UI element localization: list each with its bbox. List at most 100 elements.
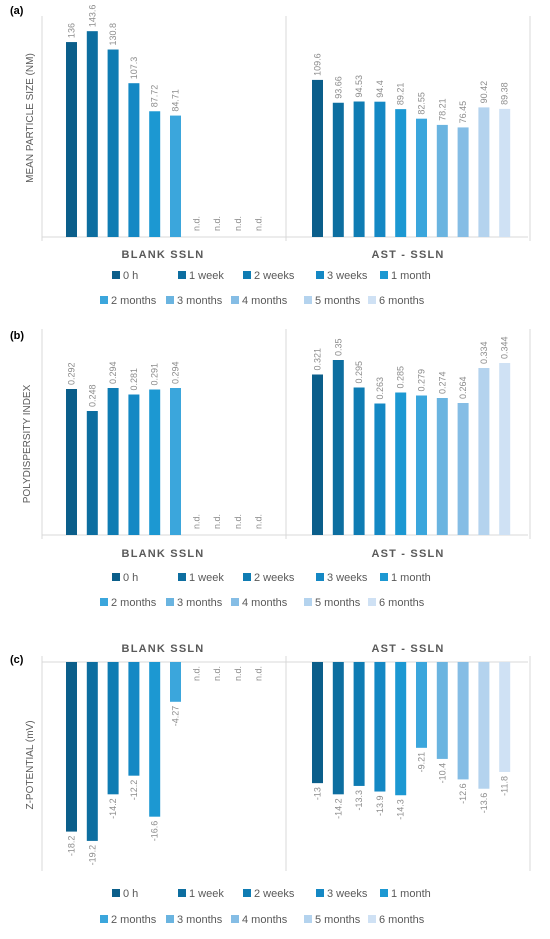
legend-swatch [100,598,108,606]
legend-label: 2 weeks [254,888,295,900]
legend-label: 0 h [123,888,138,900]
bar [353,387,365,535]
legend-label: 4 months [242,295,288,307]
data-label: -11.8 [500,776,510,796]
bar [312,662,323,784]
legend-swatch [316,271,324,279]
data-label: 0.279 [417,369,427,392]
data-label-nd: n.d. [233,216,243,231]
legend-swatch [231,598,239,606]
data-label: 87.72 [150,85,160,108]
bar [66,389,77,535]
y-axis-label: Z-POTENTIAL (mV) [25,720,36,809]
category-label: AST - SSLN [371,643,444,655]
bar [332,102,344,237]
data-label: 93.66 [333,76,343,99]
legend-swatch [243,889,251,897]
bar [332,662,344,795]
bar [478,662,490,789]
bar [332,360,344,535]
bar [66,42,77,237]
bar [170,115,181,237]
bar [374,403,386,535]
bar [312,374,323,535]
data-label: 84.71 [171,89,181,112]
data-label: 0.295 [354,361,364,384]
bar [416,118,427,237]
legend-label: 5 months [315,914,361,926]
category-label: BLANK SSLN [122,548,205,560]
data-label: -12.2 [129,780,139,801]
data-label: 0.248 [87,384,97,407]
data-label: -14.2 [333,798,343,819]
data-label: 130.8 [108,23,118,46]
category-label: BLANK SSLN [122,249,205,261]
data-label: 0.285 [396,366,406,389]
bar [107,388,119,535]
legend-label: 6 months [379,295,425,307]
data-label: 0.274 [437,371,447,394]
data-label-nd: n.d. [212,666,222,681]
data-label: -13.3 [354,790,364,811]
bar [374,101,386,238]
data-label: -18.2 [67,836,77,857]
data-label: 76.45 [458,101,468,124]
data-label-nd: n.d. [212,216,222,231]
data-label-nd: n.d. [233,666,243,681]
legend-swatch [304,296,312,304]
bar [66,662,77,832]
bar [107,662,119,795]
data-label-nd: n.d. [254,666,264,681]
legend-label: 1 month [391,888,431,900]
legend-label: 4 months [242,597,288,609]
legend-label: 3 weeks [327,270,368,282]
data-label: 90.42 [479,81,489,104]
data-label: 0.264 [458,376,468,399]
legend-swatch [304,598,312,606]
data-label: 82.55 [417,92,427,115]
data-label: 94.53 [354,75,364,98]
legend-swatch [166,296,174,304]
data-label: 143.6 [87,5,97,28]
legend-swatch [100,915,108,923]
data-label: -16.6 [150,821,160,842]
data-label-nd: n.d. [254,514,264,529]
bar [436,662,448,759]
bar [478,107,490,237]
legend-label: 3 months [177,914,223,926]
data-label: 0.35 [333,338,343,356]
legend-swatch [112,271,120,279]
bar [149,389,161,535]
data-label: -13.6 [479,793,489,814]
legend-swatch [316,889,324,897]
bar [499,108,511,237]
bar [416,395,427,535]
bar [170,662,181,702]
legend-swatch [380,573,388,581]
data-label: 0.263 [375,377,385,400]
data-label: 0.344 [500,336,510,359]
bar [499,363,511,535]
legend-swatch [368,598,376,606]
bar [395,662,407,796]
legend-swatch [368,296,376,304]
data-label: 109.6 [313,53,323,76]
legend-label: 3 weeks [327,572,368,584]
legend-swatch [380,889,388,897]
legend-label: 0 h [123,572,138,584]
legend-label: 5 months [315,295,361,307]
legend-swatch [368,915,376,923]
data-label-nd: n.d. [191,216,201,231]
legend-label: 6 months [379,597,425,609]
legend-swatch [178,573,186,581]
bar [478,368,490,535]
data-label-nd: n.d. [233,514,243,529]
data-label: 78.21 [437,98,447,121]
bar [149,662,161,817]
legend-swatch [380,271,388,279]
legend-swatch [243,573,251,581]
data-label-nd: n.d. [212,514,222,529]
legend-label: 3 months [177,295,223,307]
bar [499,662,511,772]
